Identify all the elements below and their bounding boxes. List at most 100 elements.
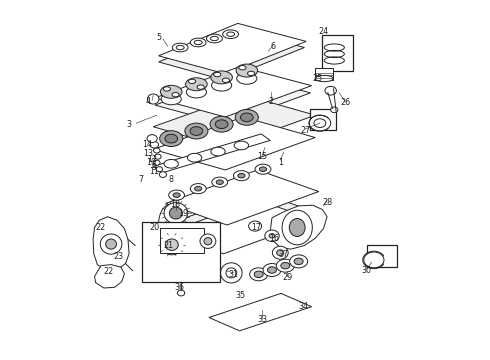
Polygon shape bbox=[166, 200, 315, 254]
Ellipse shape bbox=[160, 235, 183, 255]
Ellipse shape bbox=[187, 153, 202, 162]
Ellipse shape bbox=[268, 267, 276, 273]
Ellipse shape bbox=[211, 147, 225, 156]
Text: 14: 14 bbox=[142, 140, 152, 149]
Ellipse shape bbox=[100, 234, 122, 254]
Polygon shape bbox=[155, 74, 311, 124]
Ellipse shape bbox=[331, 107, 338, 113]
Bar bbox=[143, 222, 220, 282]
Text: 22: 22 bbox=[104, 267, 114, 276]
Bar bbox=[160, 228, 204, 253]
Bar bbox=[368, 245, 397, 267]
Ellipse shape bbox=[215, 120, 228, 129]
Text: 33: 33 bbox=[257, 315, 267, 324]
Text: 30: 30 bbox=[362, 266, 372, 275]
Ellipse shape bbox=[177, 290, 185, 296]
Ellipse shape bbox=[176, 45, 184, 50]
Ellipse shape bbox=[315, 75, 333, 82]
Ellipse shape bbox=[212, 80, 232, 91]
Ellipse shape bbox=[172, 93, 179, 97]
Ellipse shape bbox=[282, 210, 312, 245]
Ellipse shape bbox=[150, 141, 159, 148]
Ellipse shape bbox=[216, 180, 223, 184]
Ellipse shape bbox=[210, 116, 233, 132]
Ellipse shape bbox=[153, 226, 166, 238]
Text: 24: 24 bbox=[318, 27, 328, 36]
Text: 23: 23 bbox=[113, 252, 123, 261]
Polygon shape bbox=[270, 205, 327, 249]
Ellipse shape bbox=[222, 30, 239, 39]
Ellipse shape bbox=[189, 79, 196, 84]
Ellipse shape bbox=[185, 123, 208, 139]
Ellipse shape bbox=[265, 230, 279, 242]
Ellipse shape bbox=[269, 234, 275, 238]
Text: 17: 17 bbox=[251, 223, 262, 232]
Ellipse shape bbox=[325, 86, 337, 95]
Polygon shape bbox=[209, 293, 312, 331]
Ellipse shape bbox=[165, 239, 178, 251]
Ellipse shape bbox=[147, 135, 157, 143]
Ellipse shape bbox=[106, 239, 117, 249]
Text: 36: 36 bbox=[174, 283, 184, 292]
Ellipse shape bbox=[234, 141, 248, 150]
Text: 26: 26 bbox=[340, 98, 350, 107]
Text: 10: 10 bbox=[146, 158, 156, 167]
Ellipse shape bbox=[290, 255, 308, 268]
Text: 25: 25 bbox=[313, 74, 323, 83]
Ellipse shape bbox=[153, 148, 160, 153]
Text: 3: 3 bbox=[126, 120, 132, 129]
Text: 2: 2 bbox=[269, 97, 273, 106]
Text: 13: 13 bbox=[144, 149, 153, 158]
Ellipse shape bbox=[236, 64, 258, 77]
Polygon shape bbox=[166, 170, 319, 225]
Ellipse shape bbox=[212, 177, 228, 187]
Text: 21: 21 bbox=[164, 241, 174, 250]
Ellipse shape bbox=[155, 154, 161, 159]
Bar bbox=[315, 68, 333, 80]
Ellipse shape bbox=[159, 172, 167, 177]
Ellipse shape bbox=[153, 160, 160, 165]
Ellipse shape bbox=[204, 238, 212, 245]
Ellipse shape bbox=[190, 184, 206, 194]
Text: 18: 18 bbox=[170, 200, 180, 209]
Ellipse shape bbox=[186, 78, 207, 91]
Ellipse shape bbox=[164, 159, 178, 168]
Text: 6: 6 bbox=[270, 42, 275, 51]
Ellipse shape bbox=[163, 87, 171, 91]
Polygon shape bbox=[95, 265, 124, 288]
Ellipse shape bbox=[167, 231, 176, 239]
Bar bbox=[322, 35, 353, 71]
Ellipse shape bbox=[239, 66, 246, 70]
Text: 31: 31 bbox=[228, 270, 239, 279]
Text: 4: 4 bbox=[146, 97, 151, 106]
Ellipse shape bbox=[172, 43, 188, 52]
Ellipse shape bbox=[233, 171, 249, 181]
Ellipse shape bbox=[156, 167, 163, 172]
Ellipse shape bbox=[254, 271, 263, 278]
Ellipse shape bbox=[160, 85, 182, 98]
Text: 1: 1 bbox=[278, 158, 283, 167]
Text: 19: 19 bbox=[178, 209, 188, 217]
Ellipse shape bbox=[227, 32, 235, 36]
Ellipse shape bbox=[248, 221, 262, 231]
Ellipse shape bbox=[147, 94, 159, 104]
Ellipse shape bbox=[276, 259, 294, 272]
Ellipse shape bbox=[173, 193, 180, 197]
Polygon shape bbox=[166, 192, 315, 246]
Text: 22: 22 bbox=[95, 223, 105, 232]
Ellipse shape bbox=[211, 71, 232, 84]
Ellipse shape bbox=[263, 264, 281, 276]
Text: 34: 34 bbox=[298, 302, 308, 311]
Text: 8: 8 bbox=[169, 175, 173, 184]
Polygon shape bbox=[93, 217, 129, 271]
Ellipse shape bbox=[364, 252, 384, 268]
Text: 7: 7 bbox=[139, 175, 144, 184]
Ellipse shape bbox=[315, 71, 333, 77]
Text: 28: 28 bbox=[322, 198, 332, 207]
Ellipse shape bbox=[238, 174, 245, 178]
Ellipse shape bbox=[190, 127, 203, 135]
Ellipse shape bbox=[156, 230, 162, 235]
Ellipse shape bbox=[162, 227, 180, 242]
Polygon shape bbox=[153, 117, 315, 170]
Text: 12: 12 bbox=[147, 154, 157, 163]
